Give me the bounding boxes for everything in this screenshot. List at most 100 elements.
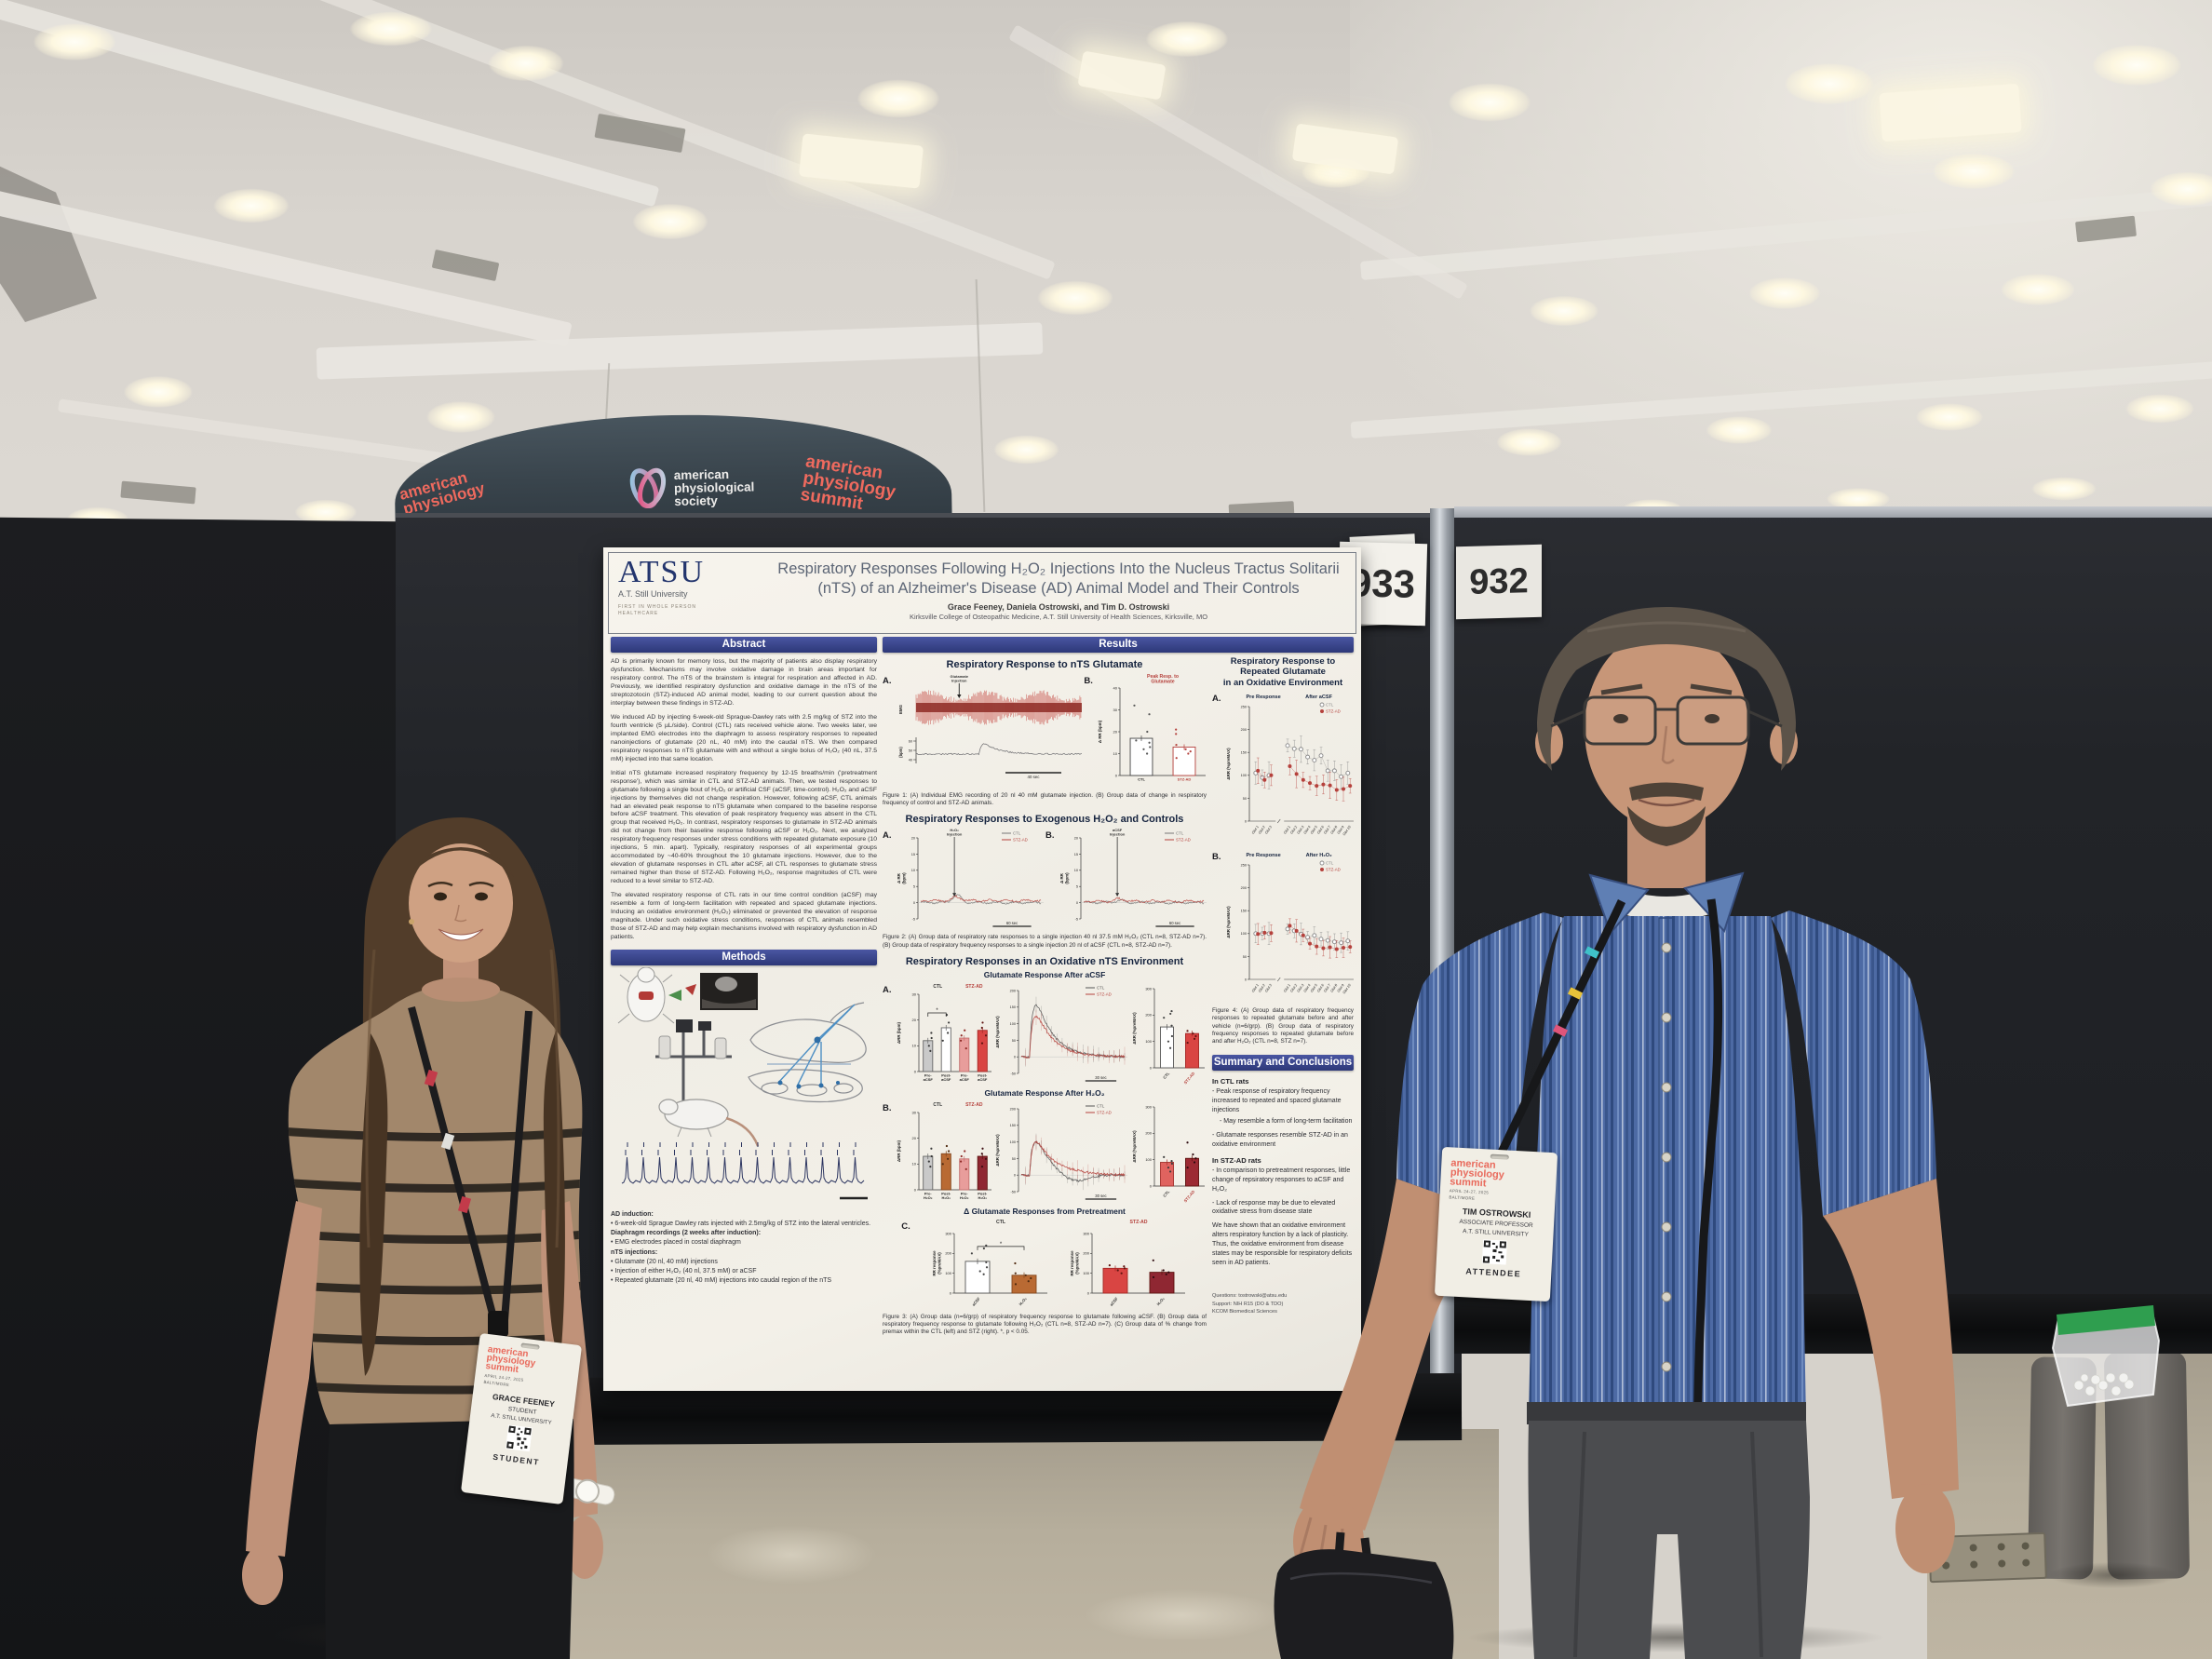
- svg-text:H₂O₂: H₂O₂: [950, 828, 959, 832]
- ceiling-light: [1988, 268, 2088, 311]
- eyebrow: [468, 882, 494, 888]
- svg-text:100: 100: [1010, 1140, 1016, 1144]
- abstract-paragraph: Initial nTS glutamate increased respirat…: [611, 769, 877, 885]
- svg-text:Glut 10: Glut 10: [1342, 983, 1352, 995]
- ceiling-light: [335, 6, 447, 52]
- svg-text:Post-: Post-: [978, 1191, 988, 1195]
- svg-text:20: 20: [910, 837, 914, 841]
- ceiling-panel-light: [1879, 83, 2022, 142]
- summary-bullet: - Peak response of respiratory frequency…: [1212, 1088, 1342, 1113]
- svg-text:20: 20: [911, 1136, 916, 1140]
- poster-header: ATSU A.T. Still University FIRST IN WHOL…: [608, 552, 1356, 634]
- methods-line: • Injection of either H₂O₂ (40 nl, 37.5 …: [611, 1267, 757, 1275]
- svg-text:20: 20: [1073, 837, 1077, 841]
- svg-text:Glut 1: Glut 1: [1250, 983, 1259, 992]
- presenter-left: [242, 817, 615, 1659]
- glasses: [1550, 695, 1783, 746]
- ceiling-light: [475, 39, 577, 88]
- svg-text:ΔRR (%preMAX): ΔRR (%preMAX): [1226, 906, 1231, 938]
- neckline: [422, 978, 500, 1002]
- svg-text:150: 150: [1240, 910, 1246, 913]
- svg-text:50: 50: [1242, 797, 1246, 801]
- svg-text:Pre Response: Pre Response: [1246, 853, 1280, 858]
- svg-text:Δ RR: Δ RR: [897, 873, 901, 884]
- atsu-logo: ATSU: [618, 555, 706, 589]
- svg-text:0: 0: [1115, 773, 1118, 777]
- hair: [1537, 607, 1796, 771]
- ceiling-light: [2076, 37, 2197, 93]
- svg-text:CTL: CTL: [933, 1102, 942, 1108]
- svg-text:-5: -5: [911, 918, 914, 922]
- svg-text:ΔRR (%preMAX): ΔRR (%preMAX): [1226, 748, 1231, 780]
- svg-text:Post-: Post-: [941, 1072, 951, 1077]
- ceiling-light: [982, 430, 1071, 469]
- svg-text:Glut 1: Glut 1: [1283, 825, 1291, 834]
- ceiling-light: [1485, 424, 1573, 461]
- svg-text:H₂O₂: H₂O₂: [1155, 1296, 1165, 1306]
- svg-text:Δ RR: Δ RR: [1059, 873, 1064, 884]
- svg-text:Glut 3: Glut 3: [1296, 983, 1304, 993]
- figure3b-title: Glutamate Response After H₂O₂: [984, 1087, 1105, 1098]
- svg-text:RR response: RR response: [1070, 1250, 1074, 1276]
- svg-text:CTL: CTL: [1138, 777, 1145, 782]
- ceiling-light: [2137, 166, 2212, 212]
- svg-text:100: 100: [945, 1271, 951, 1275]
- svg-text:200: 200: [945, 1250, 951, 1255]
- hair-texture: [1586, 621, 1747, 633]
- ceiling-light: [112, 371, 205, 413]
- ceiling-light: [1736, 272, 1833, 315]
- summary-closing: We have shown that an oxidative environm…: [1212, 1222, 1353, 1267]
- wristwatch: [560, 1477, 615, 1505]
- svg-text:CTL: CTL: [1176, 831, 1184, 836]
- ceiling-light: [1904, 398, 1995, 436]
- panel-label-b: B.: [1212, 852, 1221, 863]
- panel-label-a: A.: [883, 984, 892, 995]
- svg-text:300: 300: [1145, 986, 1152, 991]
- badge-footer: ATTENDEE: [1465, 1266, 1522, 1279]
- svg-text:100: 100: [1083, 1271, 1089, 1275]
- banner-right-text: american physiology summit: [799, 452, 897, 515]
- svg-text:Glut 5: Glut 5: [1309, 825, 1317, 835]
- svg-text:200: 200: [1240, 728, 1246, 732]
- qr-code: [506, 1423, 533, 1451]
- svg-text:30 sec: 30 sec: [1096, 1194, 1107, 1198]
- results-subsection-3-title: Respiratory Responses in an Oxidative nT…: [905, 955, 1184, 967]
- svg-text:0: 0: [913, 1187, 916, 1192]
- figure3c-ctl-bar-chart: 0 100 200 300 RR response (%preMAX) aCSF H₂O₂ CT…: [932, 1220, 1047, 1307]
- svg-text:STZ-AD: STZ-AD: [1178, 777, 1192, 782]
- methods-figure: [617, 966, 868, 1200]
- ceiling-light: [1434, 76, 1545, 128]
- lanyard-patch: [1584, 946, 1600, 959]
- shirt-buttons: [1661, 942, 1672, 1372]
- svg-text:aCSF: aCSF: [923, 1077, 933, 1082]
- results-subsection-2-title: Respiratory Responses to Exogenous H₂O₂ …: [905, 814, 1184, 826]
- svg-text:Glut 4: Glut 4: [1302, 983, 1311, 992]
- board-top-edge: [396, 513, 1462, 518]
- svg-text:CTL: CTL: [933, 984, 942, 990]
- ceiling-light: [1769, 56, 1890, 112]
- lanyard-patch: [457, 1195, 472, 1214]
- svg-text:Glut 7: Glut 7: [1323, 825, 1331, 835]
- eye: [1613, 714, 1628, 723]
- svg-text:Glut 10: Glut 10: [1342, 825, 1352, 837]
- svg-text:150: 150: [1240, 751, 1246, 755]
- svg-text:After aCSF: After aCSF: [1305, 695, 1332, 700]
- svg-text:-50: -50: [1011, 1190, 1017, 1194]
- svg-text:Glutamate: Glutamate: [950, 674, 968, 679]
- ceiling-light: [2113, 389, 2206, 428]
- svg-text:STZ-AD: STZ-AD: [1326, 868, 1341, 872]
- svg-text:50: 50: [908, 749, 911, 753]
- ceiling-light: [1024, 275, 1126, 321]
- svg-text:STZ-AD: STZ-AD: [1097, 991, 1112, 996]
- results-heading: Results: [883, 637, 1354, 653]
- methods-line: AD induction:: [611, 1211, 654, 1218]
- svg-text:Glut 5: Glut 5: [1309, 983, 1317, 993]
- nose: [453, 904, 467, 923]
- badge-left: american physiology summit APRIL 24-27, 20…: [460, 1332, 583, 1505]
- badge-event-logo: american physiology summit: [1449, 1157, 1505, 1190]
- summary-subhead: In CTL rats: [1212, 1077, 1249, 1086]
- left-arm: [246, 1201, 322, 1557]
- svg-text:Glut 2: Glut 2: [1289, 825, 1298, 834]
